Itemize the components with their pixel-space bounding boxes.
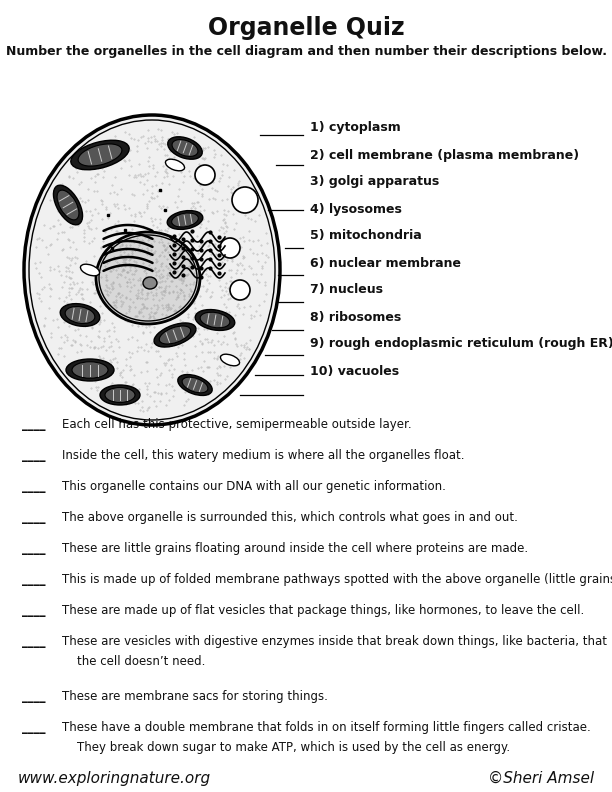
Circle shape: [220, 238, 240, 258]
Text: The above organelle is surrounded this, which controls what goes in and out.: The above organelle is surrounded this, …: [62, 511, 518, 524]
Text: 2) cell membrane (plasma membrane): 2) cell membrane (plasma membrane): [310, 148, 579, 162]
Ellipse shape: [78, 144, 122, 166]
Text: Organelle Quiz: Organelle Quiz: [207, 16, 405, 40]
Ellipse shape: [100, 385, 140, 405]
Text: 7) nucleus: 7) nucleus: [310, 284, 383, 296]
Ellipse shape: [172, 139, 198, 157]
Text: ____: ____: [22, 542, 45, 555]
Text: www.exploringnature.org: www.exploringnature.org: [18, 771, 211, 786]
Ellipse shape: [65, 307, 95, 323]
Text: 8) ribosomes: 8) ribosomes: [310, 310, 401, 323]
Text: 3) golgi apparatus: 3) golgi apparatus: [310, 176, 439, 188]
Text: ____: ____: [22, 635, 45, 648]
Text: 1) cytoplasm: 1) cytoplasm: [310, 121, 401, 135]
Ellipse shape: [200, 312, 230, 328]
Text: This is made up of folded membrane pathways spotted with the above organelle (li: This is made up of folded membrane pathw…: [62, 573, 612, 586]
Ellipse shape: [159, 326, 191, 344]
Text: These have a double membrane that folds in on itself forming little fingers call: These have a double membrane that folds …: [62, 721, 591, 734]
Circle shape: [230, 280, 250, 300]
Text: These are little grains floating around inside the cell where proteins are made.: These are little grains floating around …: [62, 542, 528, 555]
Text: These are membrane sacs for storing things.: These are membrane sacs for storing thin…: [62, 690, 328, 703]
Circle shape: [195, 165, 215, 185]
Text: ____: ____: [22, 480, 45, 493]
Ellipse shape: [154, 323, 196, 347]
Text: ____: ____: [22, 449, 45, 462]
Ellipse shape: [66, 359, 114, 381]
Ellipse shape: [71, 140, 129, 169]
Ellipse shape: [105, 387, 135, 402]
Text: 10) vacuoles: 10) vacuoles: [310, 364, 399, 378]
Text: These are made up of flat vesicles that package things, like hormones, to leave : These are made up of flat vesicles that …: [62, 604, 584, 617]
Text: Number the organelles in the cell diagram and then number their descriptions bel: Number the organelles in the cell diagra…: [6, 45, 606, 59]
Text: Inside the cell, this watery medium is where all the organelles float.: Inside the cell, this watery medium is w…: [62, 449, 465, 462]
Text: Each cell has this protective, semipermeable outside layer.: Each cell has this protective, semiperme…: [62, 418, 412, 431]
Text: ____: ____: [22, 690, 45, 703]
Text: 5) mitochondria: 5) mitochondria: [310, 230, 422, 242]
Ellipse shape: [178, 375, 212, 395]
Text: ____: ____: [22, 721, 45, 734]
Text: the cell doesn’t need.: the cell doesn’t need.: [77, 655, 206, 668]
Text: ____: ____: [22, 511, 45, 524]
Ellipse shape: [72, 362, 108, 379]
Text: 9) rough endoplasmic reticulum (rough ER): 9) rough endoplasmic reticulum (rough ER…: [310, 337, 612, 351]
Ellipse shape: [53, 185, 83, 225]
Ellipse shape: [165, 159, 185, 171]
Ellipse shape: [80, 265, 100, 276]
Ellipse shape: [182, 377, 208, 393]
Ellipse shape: [96, 232, 200, 324]
Ellipse shape: [171, 213, 198, 227]
Text: This organelle contains our DNA with all our genetic information.: This organelle contains our DNA with all…: [62, 480, 446, 493]
Text: ____: ____: [22, 418, 45, 431]
Ellipse shape: [168, 137, 202, 159]
Ellipse shape: [195, 310, 235, 330]
Ellipse shape: [57, 190, 79, 220]
Ellipse shape: [25, 116, 279, 424]
Text: 4) lysosomes: 4) lysosomes: [310, 203, 402, 215]
Text: ©Sheri Amsel: ©Sheri Amsel: [488, 771, 594, 786]
Text: They break down sugar to make ATP, which is used by the cell as energy.: They break down sugar to make ATP, which…: [77, 741, 510, 754]
Text: ____: ____: [22, 573, 45, 586]
Circle shape: [232, 187, 258, 213]
Ellipse shape: [167, 211, 203, 230]
Text: 6) nuclear membrane: 6) nuclear membrane: [310, 257, 461, 269]
Ellipse shape: [220, 354, 239, 366]
Text: These are vesicles with digestive enzymes inside that break down things, like ba: These are vesicles with digestive enzyme…: [62, 635, 607, 648]
Ellipse shape: [60, 303, 100, 326]
Text: ____: ____: [22, 604, 45, 617]
Ellipse shape: [143, 277, 157, 289]
